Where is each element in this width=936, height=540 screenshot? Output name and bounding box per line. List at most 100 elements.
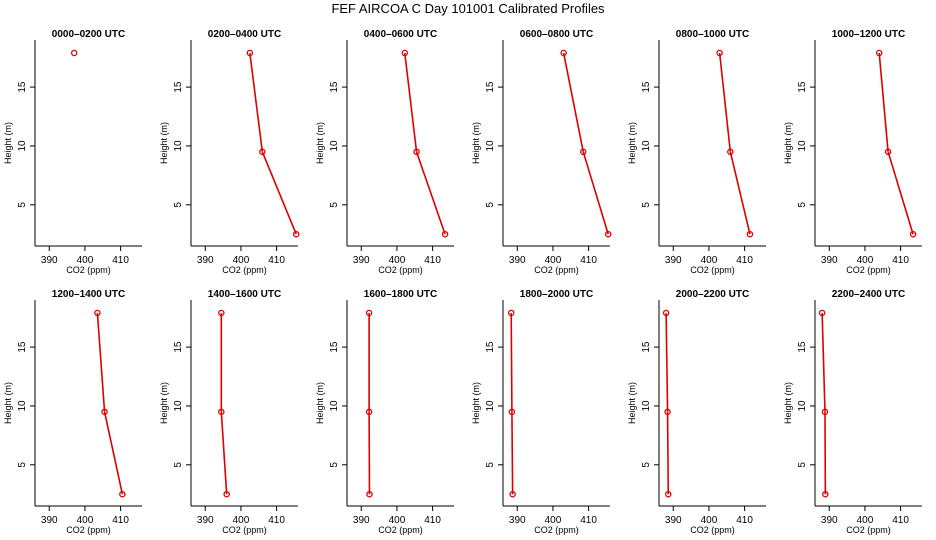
x-tick-label: 410 (580, 515, 597, 526)
profile-segment (249, 52, 264, 152)
profile-segment (511, 411, 514, 495)
data-point (366, 490, 373, 498)
x-axis-label: CO2 (ppm) (690, 265, 735, 275)
data-point (727, 148, 734, 156)
x-tick-label: 410 (580, 255, 597, 266)
profile-segment (510, 312, 513, 412)
y-tick-label: 10 (173, 140, 184, 152)
profile-segment (261, 151, 297, 235)
panel-1: 0000–0200 UTC 390 400 410 5 10 15 CO2 (ppm) Heig… (3, 29, 142, 275)
y-tick-label: 10 (17, 400, 28, 412)
x-tick-label: 400 (545, 255, 562, 266)
data-point (94, 309, 101, 317)
x-tick-label: 390 (821, 255, 838, 266)
x-tick-label: 400 (389, 515, 406, 526)
profile-segment (582, 151, 609, 235)
data-point (218, 408, 225, 416)
y-tick-label: 10 (797, 140, 808, 152)
panel-12: 2200–2400 UTC 390 400 410 5 10 15 CO2 (ppm) Heig… (783, 289, 922, 535)
x-tick-label: 390 (509, 255, 526, 266)
data-point (664, 408, 671, 416)
data-point (507, 309, 515, 317)
profile-segment (887, 151, 914, 235)
x-tick-label: 410 (268, 255, 285, 266)
y-tick-label: 15 (485, 81, 496, 93)
data-point (508, 408, 516, 416)
profile-segment (103, 411, 124, 495)
x-axis-label: CO2 (ppm) (846, 525, 891, 535)
profile-segment (878, 52, 889, 152)
y-tick-label: 5 (485, 462, 496, 468)
y-tick-label: 10 (329, 140, 340, 152)
y-axis-label: Height (m) (159, 382, 169, 424)
x-tick-label: 390 (821, 515, 838, 526)
data-point (580, 148, 587, 156)
y-axis-label: Height (m) (315, 122, 325, 164)
data-point (119, 490, 126, 498)
panel-5: 0800–1000 UTC 390 400 410 5 10 15 CO2 (ppm) Heig… (627, 29, 766, 275)
y-axis-label: Height (m) (315, 382, 325, 424)
x-axis-label: CO2 (ppm) (534, 265, 579, 275)
data-point (413, 148, 420, 156)
panel-title: 2000–2200 UTC (676, 289, 749, 300)
x-tick-label: 400 (77, 255, 94, 266)
y-axis-label: Height (m) (783, 382, 793, 424)
x-axis-label: CO2 (ppm) (222, 525, 267, 535)
y-tick-label: 15 (173, 341, 184, 353)
data-point (259, 148, 266, 156)
x-axis-label: CO2 (ppm) (690, 525, 735, 535)
x-axis-label: CO2 (ppm) (222, 265, 267, 275)
data-point (909, 230, 917, 238)
profile-segment (562, 52, 585, 152)
y-axis-label: Height (m) (3, 382, 13, 424)
data-point (746, 230, 754, 238)
y-tick-label: 15 (797, 341, 808, 353)
panel-11: 2000–2200 UTC 390 400 410 5 10 15 CO2 (ppm) Heig… (627, 289, 766, 535)
x-tick-label: 390 (41, 515, 58, 526)
data-point (101, 408, 108, 416)
x-tick-label: 410 (424, 255, 441, 266)
x-tick-label: 400 (857, 515, 874, 526)
y-tick-label: 15 (485, 341, 496, 353)
y-axis-label: Height (m) (783, 122, 793, 164)
data-point (665, 490, 672, 498)
y-tick-label: 5 (329, 462, 340, 468)
y-tick-label: 10 (485, 140, 496, 152)
panel-title: 1400–1600 UTC (208, 289, 281, 300)
panel-title: 0400–0600 UTC (364, 29, 437, 40)
data-point (365, 408, 373, 416)
x-axis-label: CO2 (ppm) (378, 525, 423, 535)
x-tick-label: 410 (892, 515, 909, 526)
x-tick-label: 400 (233, 255, 250, 266)
x-tick-label: 390 (197, 515, 214, 526)
x-axis-label: CO2 (ppm) (378, 265, 423, 275)
x-tick-label: 400 (389, 255, 406, 266)
y-axis-label: Height (m) (627, 122, 637, 164)
y-tick-label: 15 (329, 341, 340, 353)
y-tick-label: 15 (797, 81, 808, 93)
data-point (884, 148, 892, 156)
x-tick-label: 400 (857, 255, 874, 266)
y-tick-label: 15 (173, 81, 184, 93)
panel-10: 1800–2000 UTC 390 400 410 5 10 15 CO2 (ppm) Heig… (471, 289, 610, 535)
x-tick-label: 410 (892, 255, 909, 266)
y-tick-label: 5 (329, 202, 340, 208)
profile-segment (665, 312, 669, 412)
y-tick-label: 10 (329, 400, 340, 412)
profile-segment (415, 151, 446, 235)
y-tick-label: 5 (641, 462, 652, 468)
panel-title: 0600–0800 UTC (520, 29, 593, 40)
data-point (70, 49, 78, 57)
y-tick-label: 15 (641, 341, 652, 353)
data-point (441, 230, 449, 238)
y-axis-label: Height (m) (159, 122, 169, 164)
panel-3: 0400–0600 UTC 390 400 410 5 10 15 CO2 (ppm) Heig… (315, 29, 454, 275)
panel-4: 0600–0800 UTC 390 400 410 5 10 15 CO2 (ppm) Heig… (471, 29, 612, 275)
figure-title: FEF AIRCOA C Day 101001 Calibrated Profi… (331, 1, 605, 16)
x-tick-label: 400 (701, 515, 718, 526)
y-tick-label: 10 (485, 400, 496, 412)
panel-title: 1200–1400 UTC (52, 289, 125, 300)
x-tick-label: 390 (665, 255, 682, 266)
profile-segment (96, 312, 106, 412)
panel-title: 2200–2400 UTC (832, 289, 905, 300)
